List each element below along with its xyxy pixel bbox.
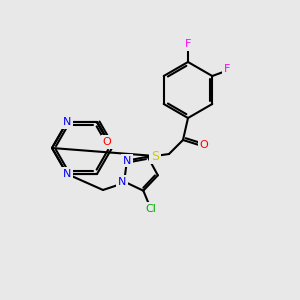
Text: F: F [185,39,191,49]
Text: F: F [224,64,230,74]
Text: N: N [63,169,71,179]
Text: N: N [123,156,131,166]
Text: O: O [103,137,111,147]
Text: N: N [63,117,71,127]
Text: S: S [151,149,159,163]
Text: O: O [200,140,208,150]
Text: Cl: Cl [145,204,156,214]
Text: N: N [118,177,126,187]
